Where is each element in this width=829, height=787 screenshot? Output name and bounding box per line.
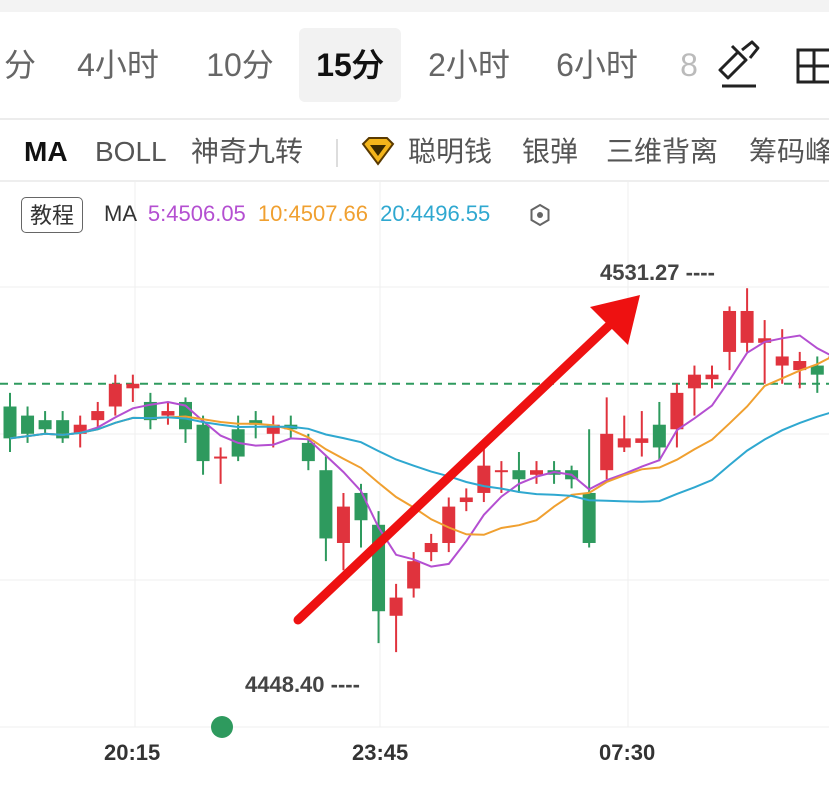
- time-label: 20:15: [104, 740, 161, 765]
- tab-period-8[interactable]: 8: [680, 47, 698, 83]
- tab-indicator-ma[interactable]: MA: [24, 136, 68, 167]
- diamond-badge-icon: [360, 136, 396, 168]
- candle-body: [512, 470, 526, 480]
- time-label: 23:45: [352, 740, 409, 765]
- tab-indicator-boll[interactable]: BOLL: [95, 136, 167, 167]
- candle-body: [407, 561, 421, 589]
- candle-body: [389, 597, 403, 616]
- candle-body: [582, 492, 596, 543]
- candle-body: [793, 361, 807, 371]
- ma20-line: [9, 412, 829, 503]
- green-dot-icon: [211, 716, 233, 738]
- candle-body: [652, 424, 666, 448]
- candle-body: [249, 420, 263, 425]
- tab-period-4h[interactable]: 4小时: [77, 47, 159, 83]
- candle-body: [354, 492, 368, 521]
- ma10-value: 10:4507.66: [257, 201, 369, 226]
- trend-arrow-head: [590, 295, 640, 345]
- candle-body: [319, 470, 333, 539]
- candle-body: [617, 438, 631, 448]
- candle-body: [459, 497, 473, 503]
- layout-icon[interactable]: [790, 38, 829, 94]
- candle-body: [494, 470, 508, 473]
- indicator-tab-bar: MA BOLL 神奇九转 聪明钱 银弹 三维背离 筹码峰: [0, 126, 829, 178]
- tab-indicator-silver-bullet[interactable]: 银弹: [522, 136, 579, 167]
- ma20-value: 20:4496.55: [380, 201, 491, 226]
- candle-body: [21, 415, 35, 434]
- time-label: 07:30: [599, 740, 656, 765]
- tutorial-button[interactable]: 教程: [21, 197, 83, 233]
- candle-body: [687, 374, 701, 389]
- tab-period-fen[interactable]: 分: [3, 47, 36, 83]
- candle-body: [3, 406, 17, 439]
- divider: [0, 180, 829, 182]
- tab-indicator-chip-peak[interactable]: 筹码峰: [749, 136, 829, 167]
- kline-chart[interactable]: [0, 182, 829, 787]
- period-tab-bar: 分 4小时 10分 15分 2小时 6小时 8: [0, 28, 829, 102]
- candle-body: [108, 383, 122, 407]
- divider: [336, 139, 338, 167]
- candle-body: [530, 470, 543, 475]
- candle-body: [196, 424, 210, 462]
- candle-body: [600, 433, 614, 471]
- tab-indicator-divergence[interactable]: 三维背离: [606, 136, 719, 167]
- trend-arrow: [293, 312, 623, 625]
- candle-body: [161, 411, 175, 416]
- tab-period-15m[interactable]: 15分: [299, 28, 401, 102]
- candle-body: [73, 424, 87, 434]
- divider: [0, 118, 829, 120]
- candle-body: [477, 465, 491, 493]
- candle-body: [705, 374, 719, 380]
- candle-body: [635, 438, 649, 443]
- ma-legend: MA 5:4506.05 10:4507.66 20:4496.55: [104, 199, 490, 229]
- ma5-value: 5:4506.05: [147, 201, 246, 226]
- candle-body: [740, 310, 754, 343]
- candle-body: [723, 310, 737, 352]
- status-strip: [0, 0, 829, 12]
- ma5-line: [9, 334, 829, 568]
- tab-period-10m[interactable]: 10分: [206, 47, 274, 83]
- tab-period-6h[interactable]: 6小时: [556, 47, 638, 83]
- candle-body: [424, 542, 438, 553]
- ma-legend-name: MA: [104, 201, 136, 226]
- candle-body: [336, 506, 350, 543]
- tab-period-2h[interactable]: 2小时: [428, 47, 510, 83]
- settings-icon[interactable]: [527, 202, 553, 228]
- candle-body: [758, 338, 772, 343]
- candle-body: [670, 392, 684, 430]
- candle-body: [143, 401, 157, 421]
- tab-indicator-shenqi[interactable]: 神奇九转: [191, 136, 304, 167]
- candle-body: [301, 442, 315, 462]
- candle-body: [126, 383, 140, 389]
- tab-indicator-smart-money[interactable]: 聪明钱: [408, 136, 493, 167]
- max-price-label: 4531.27 ----: [600, 260, 715, 285]
- candle-body: [214, 456, 228, 459]
- candle-body: [442, 506, 456, 543]
- drawing-tool-icon[interactable]: [712, 38, 764, 94]
- candle-body: [38, 420, 52, 430]
- candle-body: [775, 356, 789, 366]
- candle-body: [91, 411, 105, 421]
- candle-body: [810, 365, 824, 375]
- candle-body: [266, 424, 280, 434]
- min-price-label: 4448.40 ----: [245, 672, 360, 697]
